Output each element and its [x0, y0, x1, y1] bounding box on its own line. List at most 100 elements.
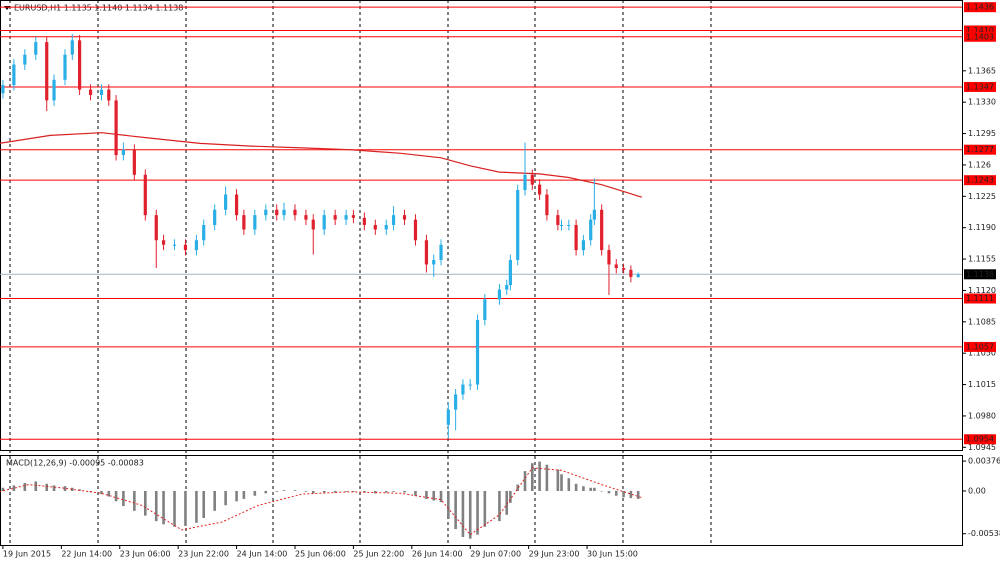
macd-bar	[195, 490, 198, 523]
macd-bar	[505, 490, 509, 515]
candle-body	[483, 299, 487, 321]
macd-bar	[574, 483, 578, 491]
macd-bar	[476, 490, 479, 535]
macd-bar	[374, 490, 377, 494]
level-label: 1.1277	[966, 145, 994, 154]
y-tick-label: 1.1295	[968, 129, 996, 138]
candle-body	[362, 217, 366, 225]
level-label: 1.1111	[966, 294, 994, 303]
candle-body	[614, 264, 618, 269]
x-tick-label: 22 Jun 14:00	[61, 550, 112, 559]
candle-body	[574, 225, 578, 251]
candle-body	[23, 54, 27, 65]
y-tick-label: 1.1190	[968, 223, 996, 232]
candle-body	[1, 85, 5, 94]
y-tick-label: 1.0980	[968, 411, 996, 420]
macd-bar	[432, 490, 436, 501]
x-tick-label: 23 Jun 06:00	[120, 550, 171, 559]
level-tag	[964, 341, 996, 352]
candle-body	[264, 209, 268, 216]
macd-bar	[70, 487, 74, 491]
macd-bar	[523, 471, 527, 491]
candle-body	[402, 215, 407, 220]
candle-body	[234, 194, 239, 216]
macd-bar	[23, 483, 27, 491]
macd-bar	[12, 485, 16, 491]
candle-body	[567, 225, 571, 226]
macd-bar	[439, 490, 443, 503]
macd-bar	[293, 490, 297, 491]
y-tick-label: -0.00538	[968, 529, 1000, 538]
candle-body	[304, 215, 308, 220]
macd-bar	[589, 487, 593, 491]
y-tick-label: 1.1155	[968, 255, 996, 264]
x-tick-label: 25 Jun 06:00	[295, 550, 346, 559]
candle-body	[121, 149, 125, 156]
candle-body	[439, 244, 443, 260]
macd-bar	[264, 490, 268, 494]
macd-bar	[184, 490, 187, 526]
current-price-label: 1.1138	[966, 270, 994, 279]
current-price-tag	[964, 269, 996, 280]
macd-bar	[509, 490, 512, 503]
candle-body	[559, 225, 564, 226]
candle-body	[432, 259, 436, 265]
candle-body	[34, 42, 38, 55]
macd-bar	[100, 490, 103, 495]
candle-body	[213, 209, 217, 225]
candle-body	[424, 240, 429, 265]
level-tag	[964, 293, 996, 304]
candle-body	[63, 54, 67, 80]
candle-body	[293, 209, 297, 216]
macd-bar	[516, 484, 519, 491]
y-tick-label: 1.1085	[968, 317, 996, 326]
y-tick-label: 1.1015	[968, 380, 996, 389]
candle-body	[600, 209, 604, 251]
macd-bar	[614, 490, 618, 496]
macd-bar	[1, 487, 5, 491]
candle-body	[384, 225, 388, 230]
candle-body	[446, 409, 450, 425]
candle-body	[45, 42, 49, 101]
chart-title: EURUSD,H1 1.1135 1.1140 1.1134 1.1138	[14, 4, 183, 13]
macd-bar	[63, 486, 67, 491]
candle-body	[333, 215, 337, 220]
candle-body	[351, 215, 356, 218]
signal-line	[0, 467, 642, 536]
candle-body	[322, 215, 326, 230]
macd-bar	[560, 474, 563, 491]
macd-bar	[545, 464, 549, 491]
level-label: 1.1436	[966, 3, 994, 12]
candle-body	[77, 40, 82, 90]
macd-bar	[173, 490, 176, 527]
macd-bar	[282, 490, 286, 491]
macd-bar	[242, 490, 246, 499]
y-tick-label: 1.1050	[968, 349, 996, 358]
macd-bar	[311, 490, 315, 494]
macd-bar	[607, 490, 611, 494]
candle-body	[505, 285, 509, 290]
macd-bar	[253, 490, 257, 496]
candle-body	[253, 215, 257, 230]
candle-body	[556, 215, 560, 225]
candle-body	[461, 384, 465, 395]
macd-bar	[107, 490, 111, 497]
candle-body	[70, 40, 74, 55]
macd-bar	[461, 490, 465, 538]
candle-body	[530, 174, 534, 185]
level-tag	[964, 434, 996, 445]
candle-body	[636, 274, 640, 277]
candle-body	[475, 320, 480, 385]
macd-bar	[498, 490, 501, 522]
level-label: 1.1243	[966, 176, 994, 185]
candle-body	[621, 268, 626, 270]
level-tag	[964, 81, 996, 92]
macd-bar	[45, 483, 49, 491]
candle-body	[344, 215, 348, 220]
x-tick-label: 24 Jun 14:00	[237, 550, 288, 559]
macd-bar	[122, 490, 125, 507]
candle-body	[172, 244, 177, 246]
macd-bar	[468, 490, 472, 539]
y-tick-label: 1.0945	[968, 443, 996, 452]
